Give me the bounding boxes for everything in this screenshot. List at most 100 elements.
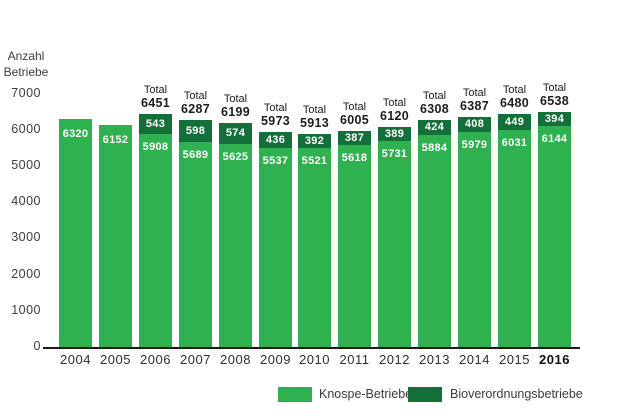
total-label-value: 5913 [299,116,329,130]
y-tick-label: 1000 [11,302,41,317]
x-tick-label: 2016 [539,352,570,367]
bar-value-bioverordnung: 394 [544,113,565,125]
total-label: Total 6387 [447,87,503,113]
total-label: Total 6538 [527,82,583,108]
total-label-prefix: Total [422,90,447,102]
bar-value-bioverordnung: 389 [384,128,405,140]
y-tick-label: 0 [33,339,41,353]
legend-swatch-knospe [278,387,312,402]
y-axis-title: Anzahl Betriebe [3,48,49,80]
bar-segment-knospe [338,145,371,348]
y-tick-label: 5000 [11,158,41,172]
bar-segment-bioverordnung [179,120,212,142]
total-label-value: 6451 [140,96,170,110]
bar-segment-knospe [139,134,172,348]
bar-value-knospe: 5625 [222,151,249,163]
bar-value-knospe: 5618 [341,152,368,164]
total-label-value: 6005 [339,113,369,127]
legend-label-knospe: Knospe-Betriebe [319,387,413,401]
x-tick-label: 2013 [419,352,450,367]
bar-value-knospe: 5521 [301,155,328,167]
bar-value-knospe: 5731 [381,148,408,160]
total-label-prefix: Total [263,102,288,114]
x-tick-label: 2010 [299,352,330,367]
total-label-value: 6480 [499,96,529,110]
bar-segment-bioverordnung [538,112,571,126]
bar-value-knospe: 5908 [142,141,169,153]
y-axis-title-line1: Anzahl [7,49,45,63]
bar-value-bioverordnung: 598 [185,125,206,137]
legend-label-bioverordnung: Bioverordnungsbetriebe [450,387,583,401]
y-tick-label: 7000 [11,85,41,100]
x-tick-label: 2014 [459,352,490,367]
bar-value-knospe: 6152 [102,134,129,146]
y-tick-label: 2000 [11,266,41,281]
total-label: Total 6005 [327,101,383,127]
x-tick-label: 2008 [220,352,251,367]
x-tick-label: 2009 [260,352,291,367]
y-tick-label: 6000 [11,121,41,136]
bar-value-knospe: 5979 [461,139,488,151]
total-label-prefix: Total [502,84,527,96]
bar-segment-knospe [298,148,331,348]
bar-segment-knospe [538,126,571,348]
x-tick-label: 2006 [140,352,171,367]
bar-segment-bioverordnung [458,117,491,132]
total-label: Total 6451 [128,84,184,110]
x-tick-label: 2004 [60,352,91,367]
total-label: Total 6308 [407,90,463,116]
bar-segment-bioverordnung [498,114,531,130]
total-label-prefix: Total [382,97,407,109]
x-axis-line [43,347,580,349]
x-tick-label: 2005 [100,352,131,367]
total-label-value: 6538 [539,94,569,108]
x-tick-label: 2007 [180,352,211,367]
total-label-prefix: Total [542,82,567,94]
total-label-prefix: Total [223,93,248,105]
y-tick-label: 4000 [11,194,41,209]
bar-segment-bioverordnung [139,114,172,134]
total-label-prefix: Total [342,101,367,113]
total-label-prefix: Total [143,84,168,96]
bar-segment-knospe [219,144,252,348]
x-tick-label: 2015 [499,352,530,367]
bar-value-knospe: 5884 [421,142,448,154]
bar-value-knospe: 6320 [62,128,89,140]
bar-value-bioverordnung: 387 [344,132,365,144]
total-label-value: 6199 [220,105,250,119]
total-label-value: 5973 [260,114,290,128]
total-label: Total 6287 [168,90,224,116]
bar-segment-knospe [179,142,212,348]
bar-segment-knospe [59,119,92,348]
bar-segment-knospe [259,148,292,348]
bar-segment-knospe [378,141,411,348]
y-tick-label: 3000 [11,230,41,245]
legend-swatch-bioverordnung [408,387,442,402]
bar-segment-bioverordnung [219,123,252,144]
bar-segment-bioverordnung [418,120,451,135]
total-label-prefix: Total [302,104,327,116]
bar-value-knospe: 6144 [541,133,568,145]
total-label-prefix: Total [183,90,208,102]
total-label-value: 6120 [379,109,409,123]
bar-value-knospe: 5689 [182,149,209,161]
bar-segment-bioverordnung [298,134,331,148]
bar-value-bioverordnung: 424 [424,121,445,133]
total-label-value: 6387 [459,99,489,113]
y-axis-title-line2: Betriebe [3,65,49,79]
x-tick-label: 2012 [379,352,410,367]
bar-segment-bioverordnung [338,131,371,145]
bar-value-bioverordnung: 543 [145,118,166,130]
bar-value-knospe: 5537 [262,155,289,167]
total-label-value: 6308 [419,102,449,116]
bar-segment-knospe [418,135,451,348]
bar-value-bioverordnung: 436 [265,134,286,146]
bar-value-bioverordnung: 574 [225,127,246,139]
x-tick-label: 2011 [339,352,370,367]
total-label: Total 6199 [208,93,264,119]
bar-segment-bioverordnung [259,132,292,148]
bar-segment-knospe [99,125,132,348]
bar-segment-knospe [498,130,531,348]
total-label: Total 6120 [367,97,423,123]
